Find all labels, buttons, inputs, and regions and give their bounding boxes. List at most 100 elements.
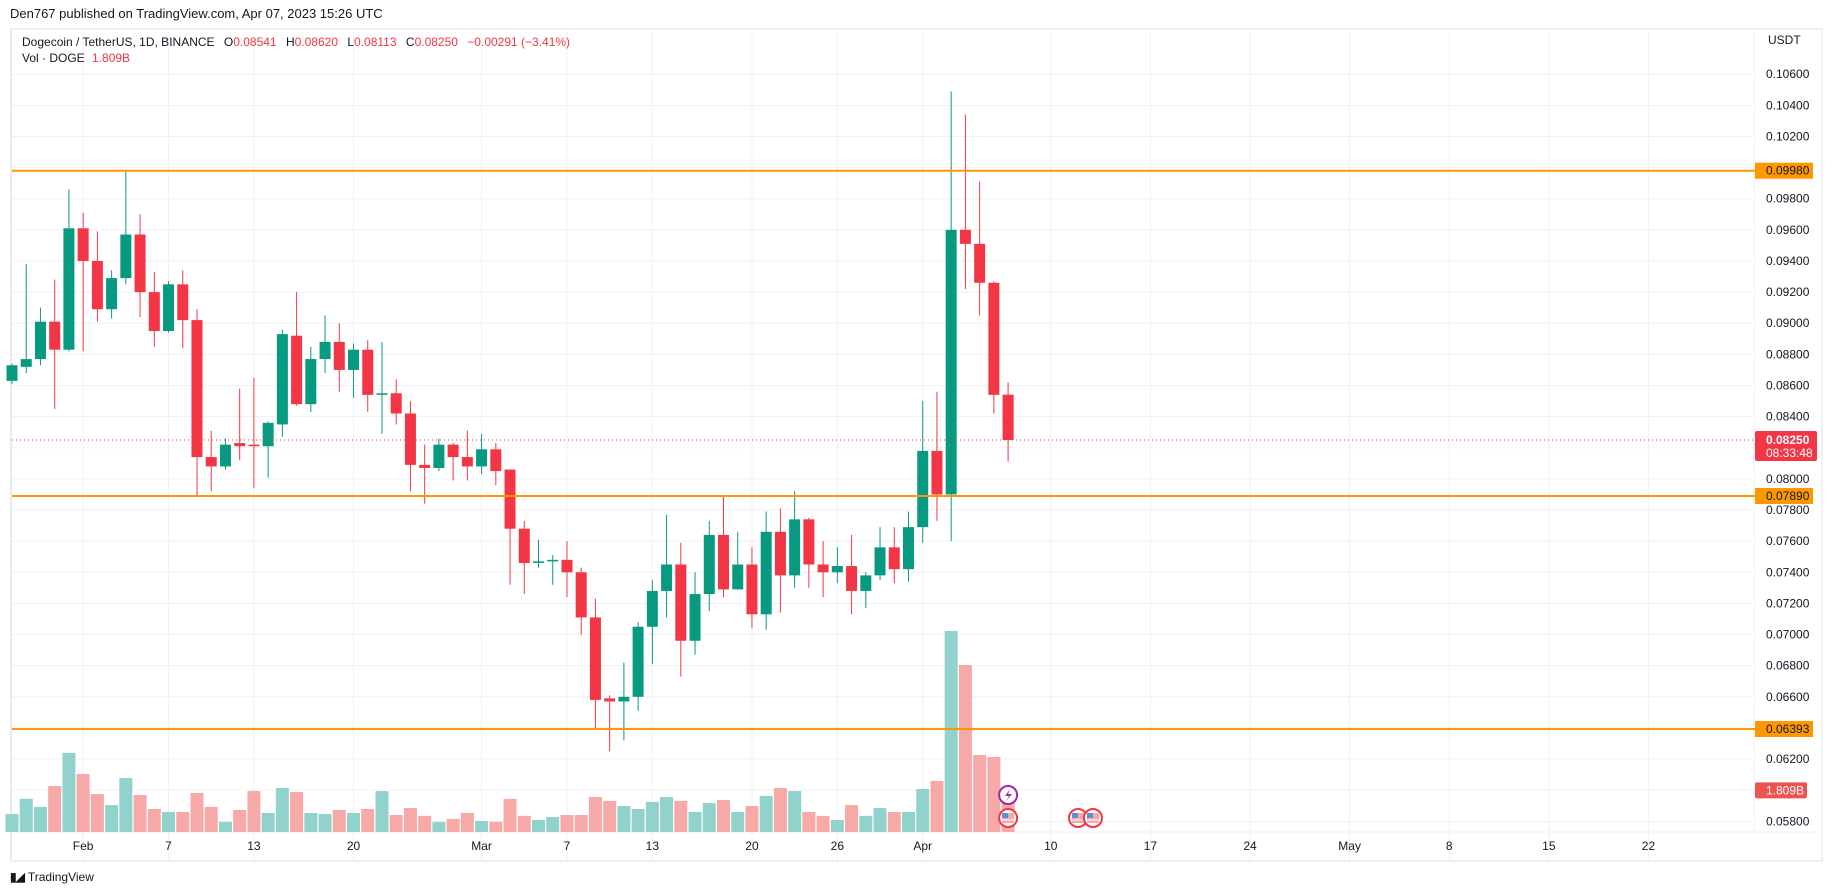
candle	[703, 520, 715, 612]
volume-bar	[930, 780, 944, 832]
candle	[718, 496, 729, 598]
volume-bar	[660, 797, 674, 832]
volume-bar	[318, 814, 332, 832]
price-tick-label: 0.06200	[1766, 752, 1810, 766]
tradingview-logo-icon: ▮◢	[10, 870, 25, 884]
time-tick-label: 13	[646, 839, 660, 853]
candle	[447, 443, 459, 481]
us-flag-icon[interactable]	[998, 808, 1019, 828]
candle	[276, 329, 288, 437]
volume-bar	[859, 815, 873, 832]
time-tick-label: Feb	[73, 839, 94, 853]
candle-body	[319, 341, 331, 360]
time-tick-label: 13	[247, 839, 261, 853]
low-label: L	[347, 35, 355, 49]
volume-bar	[5, 814, 19, 832]
price-tick-label: 0.08400	[1766, 410, 1810, 424]
candle-body	[547, 559, 559, 562]
candle	[589, 598, 601, 730]
chart-legend: Dogecoin / TetherUS, 1D, BINANCE O0.0854…	[22, 34, 570, 66]
volume-bar	[603, 800, 617, 832]
volume-bar	[204, 806, 218, 832]
publish-info: Den767 published on TradingView.com, Apr…	[10, 6, 383, 21]
candle	[746, 547, 758, 629]
time-tick-label: 17	[1144, 839, 1158, 853]
volume-bar	[332, 809, 346, 832]
candle-body	[191, 320, 203, 458]
price-tick-label: 0.09200	[1766, 285, 1810, 299]
candle-body	[974, 243, 986, 283]
candle	[333, 323, 345, 392]
volume-bar	[261, 812, 275, 832]
volume-bar	[731, 811, 745, 832]
candle-body	[774, 531, 786, 576]
volume-bar	[702, 803, 716, 832]
close-value: 0.08250	[414, 35, 458, 49]
candle	[49, 279, 61, 409]
candle-body	[248, 444, 260, 447]
time-tick-label: 7	[564, 839, 571, 853]
level-price-label: 0.06393	[1766, 722, 1810, 736]
change-value: −0.00291 (−3.41%)	[467, 35, 571, 49]
candle-body	[205, 457, 217, 467]
volume-title[interactable]: Vol · DOGE	[22, 51, 85, 65]
level-price-tag	[1755, 162, 1813, 179]
volume-bar	[759, 795, 773, 832]
volume-bar	[119, 777, 133, 832]
candle-body	[219, 444, 231, 467]
flag-canton	[1072, 813, 1078, 818]
candle-body	[404, 413, 416, 465]
us-flag-icon[interactable]	[1083, 808, 1103, 828]
time-tick-label: 20	[347, 839, 361, 853]
candle	[661, 514, 673, 618]
candle	[917, 401, 929, 543]
candle	[831, 547, 843, 584]
candle-body	[589, 617, 601, 700]
candle-body	[917, 450, 929, 528]
volume-bar	[816, 815, 830, 832]
candle	[476, 433, 488, 475]
candle	[604, 695, 616, 752]
volume-bar	[133, 794, 147, 832]
grid	[12, 30, 1822, 860]
volume-bar	[944, 630, 958, 832]
symbol-title[interactable]: Dogecoin / TetherUS, 1D, BINANCE	[22, 35, 215, 49]
last-volume-tag	[1755, 782, 1807, 799]
price-tick-label: 0.09000	[1766, 316, 1810, 330]
volume-bar	[973, 754, 987, 832]
candle-body	[20, 359, 32, 367]
level-price-label: 0.07890	[1766, 489, 1810, 503]
candle	[902, 511, 914, 582]
volume-bar	[674, 800, 688, 832]
candle	[177, 270, 189, 349]
price-tick-label: 0.07800	[1766, 503, 1810, 517]
candle-body	[888, 547, 900, 570]
candle-body	[846, 566, 858, 591]
candle-body	[163, 284, 175, 332]
volume-bar	[19, 798, 33, 832]
candle-body	[575, 572, 587, 618]
volume-bar	[33, 806, 47, 832]
volume-bar	[361, 809, 375, 832]
volume-bar	[304, 812, 318, 832]
candle	[419, 444, 431, 504]
high-value: 0.08620	[294, 35, 339, 49]
candle	[888, 527, 900, 584]
candle-body	[490, 449, 502, 472]
candle	[632, 622, 644, 711]
candle-body	[732, 564, 744, 590]
volume-bar	[233, 809, 247, 832]
tradingview-brand[interactable]: ▮◢ TradingView	[10, 870, 94, 884]
candle-body	[276, 334, 288, 425]
candle	[291, 292, 303, 406]
volume-bar	[147, 809, 161, 832]
volume-bar	[347, 812, 361, 832]
candle	[646, 580, 658, 665]
volume-bar	[460, 812, 474, 832]
time-tick-label: 26	[831, 839, 845, 853]
price-tick-label: 0.06800	[1766, 659, 1810, 673]
lightning-icon[interactable]	[998, 785, 1019, 805]
candle-body	[561, 559, 573, 573]
candle	[319, 315, 331, 374]
